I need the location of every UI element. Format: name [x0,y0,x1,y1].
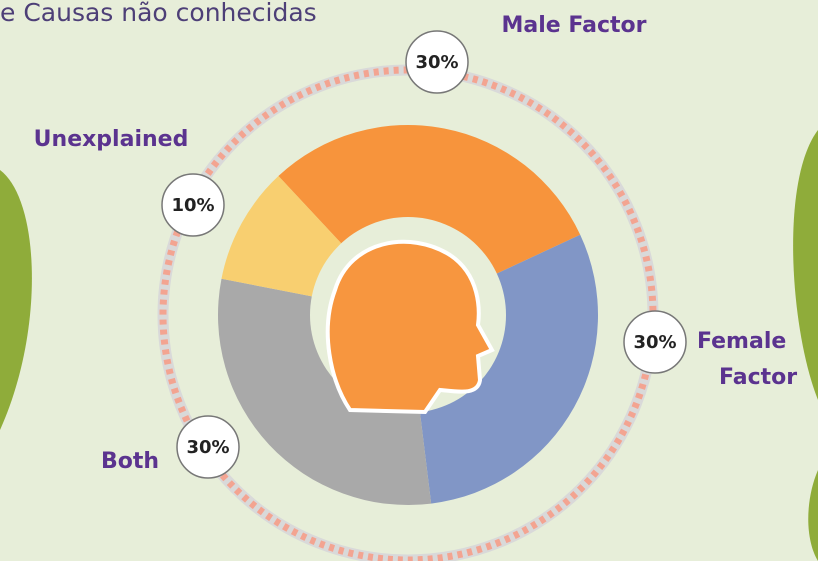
leaf-right-bottom [808,470,818,561]
leaf-left [0,170,32,430]
value-label: 30% [633,332,676,353]
chart: e Causas não conhecidas 30% Male Factor 30… [0,0,818,561]
category-label: Both [101,449,159,474]
value-label: 30% [415,52,458,73]
value-label: 30% [186,437,229,458]
category-label: Male Factor [502,13,647,38]
value-label: 10% [171,195,214,216]
category-label: Unexplained [34,127,189,152]
chart-title: e Causas não conhecidas [0,0,317,27]
leaf-right [793,130,818,400]
